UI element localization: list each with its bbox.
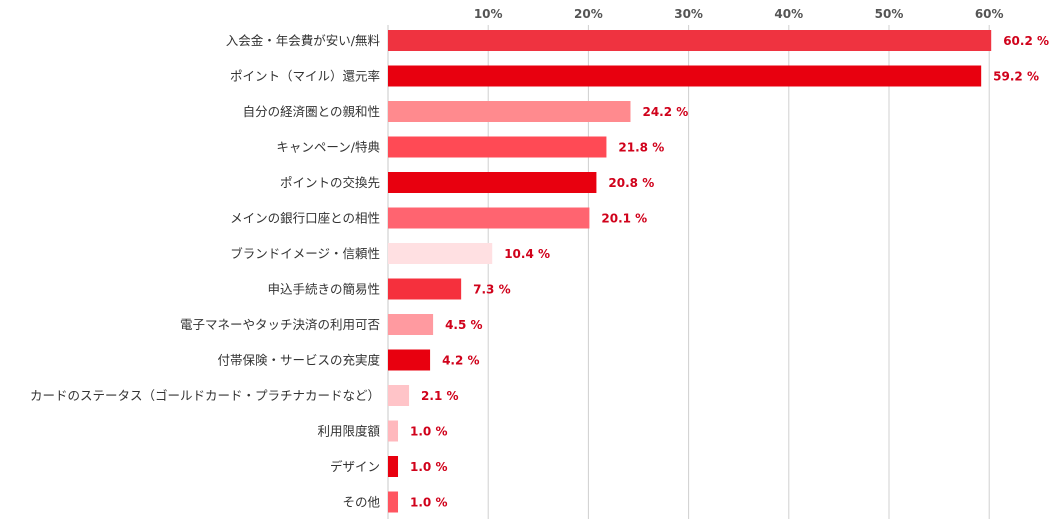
tick-label: 60% — [975, 7, 1004, 21]
category-label: メインの銀行口座との相性 — [230, 211, 380, 226]
bar — [388, 172, 597, 193]
category-labels: 入会金・年会費が安い/無料ポイント（マイル）還元率自分の経済圏との親和性キャンペ… — [30, 33, 381, 510]
value-label: 1.0 % — [410, 496, 447, 510]
bar — [388, 243, 493, 264]
bar — [388, 65, 982, 87]
bar — [388, 349, 431, 371]
value-label: 21.8 % — [618, 141, 664, 155]
category-label: 自分の経済圏との親和性 — [243, 104, 380, 119]
bar — [388, 278, 462, 300]
category-label: デザイン — [330, 459, 380, 474]
tick-label: 40% — [774, 7, 803, 21]
value-label: 4.5 % — [445, 318, 482, 332]
category-label: ポイントの交換先 — [280, 175, 380, 190]
gridlines — [487, 25, 990, 519]
tick-label: 30% — [674, 7, 703, 21]
value-label: 60.2 % — [1003, 34, 1049, 48]
bar — [388, 491, 399, 513]
bar — [388, 207, 590, 229]
tick-label: 50% — [875, 7, 904, 21]
category-label: カードのステータス（ゴールドカード・プラチナカードなど） — [30, 388, 380, 403]
x-axis-ticks: 10% 20% 30% 40% 50% 60% — [474, 7, 1004, 21]
bar — [388, 136, 607, 158]
tick-label: 20% — [574, 7, 603, 21]
value-label: 20.8 % — [608, 176, 654, 190]
bar — [388, 385, 410, 406]
bar — [388, 101, 631, 122]
category-label: 電子マネーやタッチ決済の利用可否 — [180, 317, 380, 332]
value-label: 1.0 % — [410, 460, 447, 474]
category-label: ブランドイメージ・信頼性 — [230, 246, 380, 261]
category-label: ポイント（マイル）還元率 — [230, 69, 380, 84]
value-labels: 60.2 % 59.2 % 24.2 % 21.8 % 20.8 % 20.1 % 10.4… — [410, 34, 1049, 510]
value-label: 59.2 % — [993, 70, 1039, 84]
value-label: 2.1 % — [421, 389, 458, 403]
category-label: 申込手続きの簡易性 — [267, 282, 380, 297]
bar — [388, 456, 399, 477]
value-label: 7.3 % — [473, 283, 510, 297]
bars — [388, 30, 992, 513]
category-label: その他 — [342, 495, 380, 510]
bar — [388, 420, 399, 442]
category-label: 入会金・年会費が安い/無料 — [226, 33, 381, 48]
bar — [388, 314, 434, 335]
value-label: 10.4 % — [504, 247, 550, 261]
bar — [388, 30, 992, 51]
value-label: 24.2 % — [642, 105, 688, 119]
value-label: 4.2 % — [442, 354, 479, 368]
category-label: 利用限度額 — [317, 424, 380, 439]
value-label: 1.0 % — [410, 425, 447, 439]
value-label: 20.1 % — [601, 212, 647, 226]
category-label: キャンペーン/特典 — [276, 140, 380, 155]
category-label: 付帯保険・サービスの充実度 — [217, 353, 380, 368]
tick-label: 10% — [474, 7, 503, 21]
